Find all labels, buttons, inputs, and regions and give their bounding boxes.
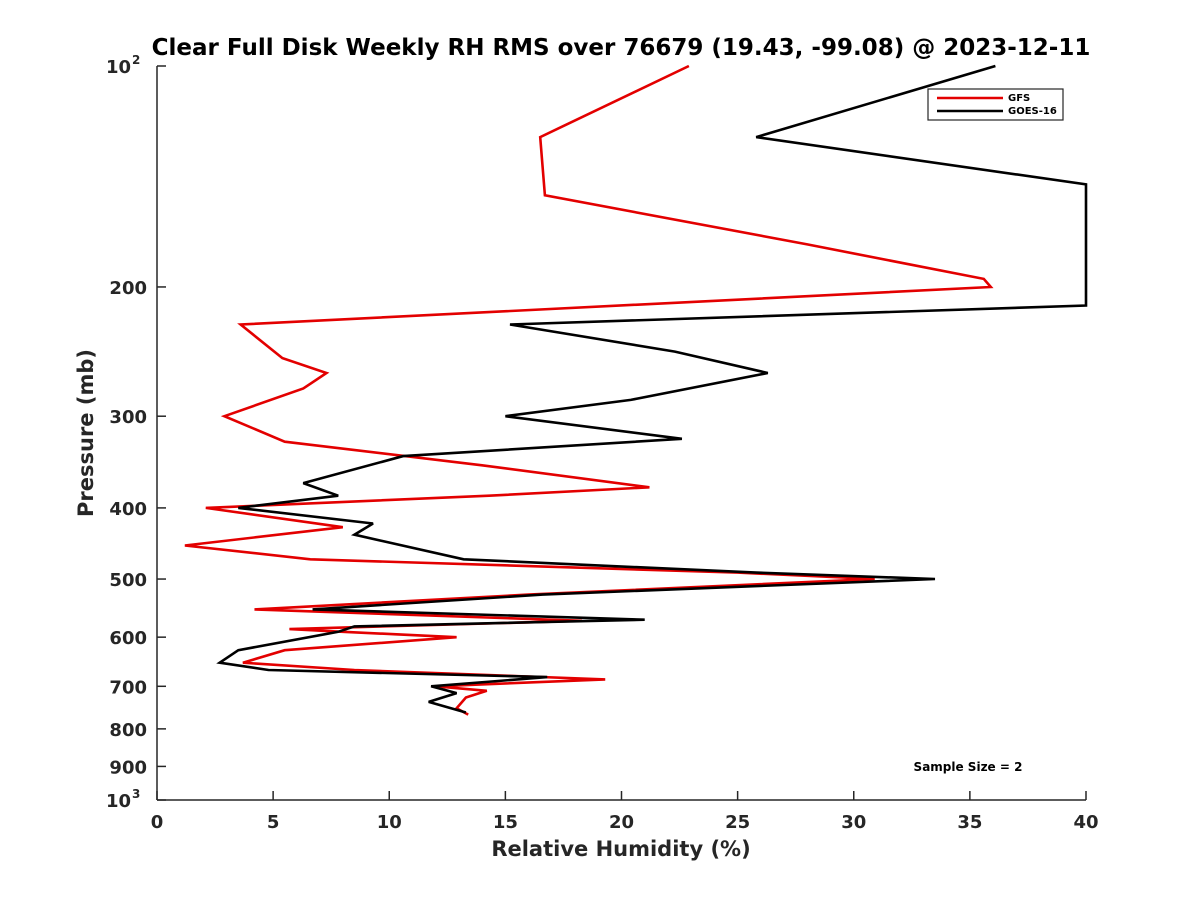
y-tick-exponent: 3	[132, 787, 140, 801]
series-line-goes16	[216, 64, 1088, 714]
y-axis-label: Pressure (mb)	[74, 349, 98, 517]
x-tick-label: 5	[267, 812, 280, 833]
y-tick-base: 10	[106, 57, 131, 78]
series-group	[184, 64, 1088, 716]
x-tick-label: 30	[841, 812, 866, 833]
y-tick-label: 700	[109, 677, 147, 698]
legend-label-goes16: GOES-16	[1008, 106, 1057, 117]
y-tick-label: 900	[109, 757, 147, 778]
y-tick-label: 200	[109, 278, 147, 299]
y-tick-base: 10	[106, 791, 131, 812]
x-tick-label: 25	[725, 812, 750, 833]
y-tick-label: 300	[109, 407, 147, 428]
x-tick-label: 15	[493, 812, 518, 833]
legend: GFS GOES-16	[927, 88, 1064, 121]
x-tick-label: 20	[609, 812, 634, 833]
x-tick-label: 0	[151, 812, 164, 833]
y-tick-exponent: 2	[132, 53, 140, 67]
legend-box	[927, 88, 1064, 121]
y-tick-label: 800	[109, 720, 147, 741]
series-line-gfs	[184, 64, 994, 716]
y-tick-label: 500	[109, 570, 147, 591]
x-axis-label: Relative Humidity (%)	[491, 837, 750, 861]
y-tick-label: 10 3	[106, 787, 140, 812]
y-tick-label: 600	[109, 628, 147, 649]
x-tick-label: 40	[1073, 812, 1098, 833]
y-tick-label: 10 2	[106, 53, 140, 78]
chart-title: Clear Full Disk Weekly RH RMS over 76679…	[152, 35, 1091, 61]
x-ticks: 0 5 10 15 20 25 30 35 40	[151, 791, 1099, 833]
x-tick-label: 35	[957, 812, 982, 833]
x-tick-label: 10	[377, 812, 402, 833]
sample-size-annotation: Sample Size = 2	[914, 760, 1023, 774]
legend-label-gfs: GFS	[1008, 93, 1030, 104]
plot-area: 0 5 10 15 20 25 30 35 40 10 220030040050060070080…	[106, 53, 1099, 833]
y-tick-label: 400	[109, 499, 147, 520]
